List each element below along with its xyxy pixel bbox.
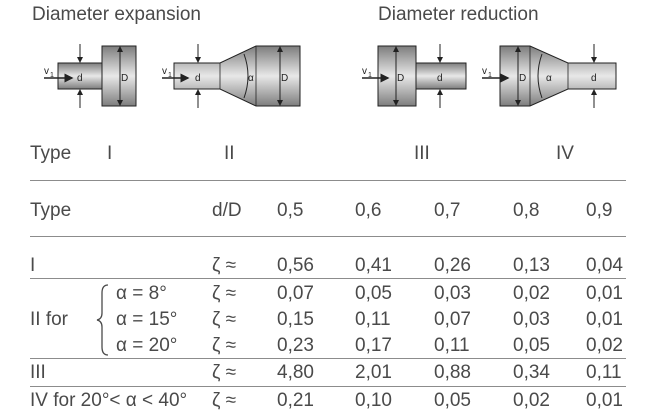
svg-text:D: D <box>281 73 288 84</box>
header-value: 0,7 <box>434 200 461 221</box>
heading-diameter-reduction: Diameter reduction <box>378 4 539 25</box>
v1-sub: 1 <box>50 72 54 79</box>
table-cell: 0,15 <box>277 309 314 330</box>
svg-text:d: d <box>195 73 201 84</box>
svg-text:1: 1 <box>488 72 492 79</box>
type-label-4: IV <box>556 143 574 164</box>
divider <box>30 358 626 359</box>
alpha-label: α = 8° <box>116 283 167 304</box>
svg-text:d: d <box>437 73 443 84</box>
type-label-2: II <box>224 143 235 164</box>
alpha-label: α = 20° <box>116 335 178 356</box>
table-cell: 0,41 <box>355 255 392 276</box>
table-cell: 0,11 <box>355 309 391 330</box>
divider <box>30 278 626 279</box>
table-cell: 0,02 <box>513 390 550 411</box>
zeta-label: ζ ≈ <box>212 283 237 304</box>
zeta-label: ζ ≈ <box>212 255 237 276</box>
table-cell: 2,01 <box>355 362 392 383</box>
D-label: D <box>121 73 128 84</box>
type-label-3: III <box>414 143 430 164</box>
diagram-type-2: v 1 d α D <box>162 44 301 108</box>
table-cell: 0,56 <box>277 255 314 276</box>
svg-text:v: v <box>362 66 367 77</box>
table-cell: 0,07 <box>277 283 314 304</box>
heading-diameter-expansion: Diameter expansion <box>32 4 201 25</box>
svg-text:d: d <box>591 73 597 84</box>
table-cell: 0,13 <box>513 255 550 276</box>
table-cell: 0,07 <box>434 309 471 330</box>
header-value: 0,9 <box>586 200 613 221</box>
zeta-label: ζ ≈ <box>212 390 237 411</box>
svg-text:1: 1 <box>168 72 172 79</box>
table-cell: 0,88 <box>434 362 471 383</box>
table-cell: 4,80 <box>277 362 314 383</box>
divider <box>30 236 626 237</box>
zeta-label: ζ ≈ <box>212 309 237 330</box>
type-row-label: Type <box>30 143 72 164</box>
row-type-label: III <box>30 362 46 383</box>
table-cell: 0,23 <box>277 335 314 356</box>
svg-text:D: D <box>519 73 526 84</box>
type-label-1: I <box>107 143 113 164</box>
table-cell: 0,11 <box>586 362 622 383</box>
table-cell: 0,11 <box>434 335 470 356</box>
svg-text:α: α <box>248 73 254 84</box>
svg-text:D: D <box>397 73 404 84</box>
svg-text:1: 1 <box>368 72 372 79</box>
table-cell: 0,17 <box>355 335 392 356</box>
table-cell: 0,01 <box>586 309 623 330</box>
svg-text:v: v <box>482 66 487 77</box>
row-type-label: IV for 20°< α < 40° <box>30 390 188 411</box>
table-cell: 0,10 <box>355 390 392 411</box>
table-cell: 0,02 <box>586 335 623 356</box>
table-cell: 0,03 <box>513 309 550 330</box>
table-cell: 0,05 <box>434 390 471 411</box>
header-type-label: Type <box>30 200 72 221</box>
table-cell: 0,34 <box>513 362 550 383</box>
table-cell: 0,03 <box>434 283 471 304</box>
table-cell: 0,05 <box>355 283 392 304</box>
divider <box>30 180 626 181</box>
table-cell: 0,26 <box>434 255 471 276</box>
diagram-type-3: v 1 D d <box>362 44 467 108</box>
header-ratio-label: d/D <box>212 200 242 221</box>
alpha-label: α = 15° <box>116 309 178 330</box>
brace <box>96 284 109 356</box>
v1-label: v <box>44 66 49 77</box>
zeta-label: ζ ≈ <box>212 362 237 383</box>
table-cell: 0,01 <box>586 390 623 411</box>
header-value: 0,5 <box>277 200 304 221</box>
svg-text:α: α <box>546 73 552 84</box>
table-cell: 0,01 <box>586 283 623 304</box>
table-cell: 0,04 <box>586 255 623 276</box>
group-label-II: II for <box>30 309 69 330</box>
header-value: 0,8 <box>513 200 540 221</box>
diagram-type-1: v 1 d D <box>44 44 137 108</box>
divider <box>30 386 626 387</box>
svg-text:v: v <box>162 66 167 77</box>
diagram-type-4: v 1 D α d <box>482 44 617 108</box>
header-value: 0,6 <box>355 200 382 221</box>
d-label: d <box>77 73 83 84</box>
table-cell: 0,02 <box>513 283 550 304</box>
table-cell: 0,21 <box>277 390 314 411</box>
row-type-label: I <box>30 255 36 276</box>
table-cell: 0,05 <box>513 335 550 356</box>
zeta-label: ζ ≈ <box>212 335 237 356</box>
